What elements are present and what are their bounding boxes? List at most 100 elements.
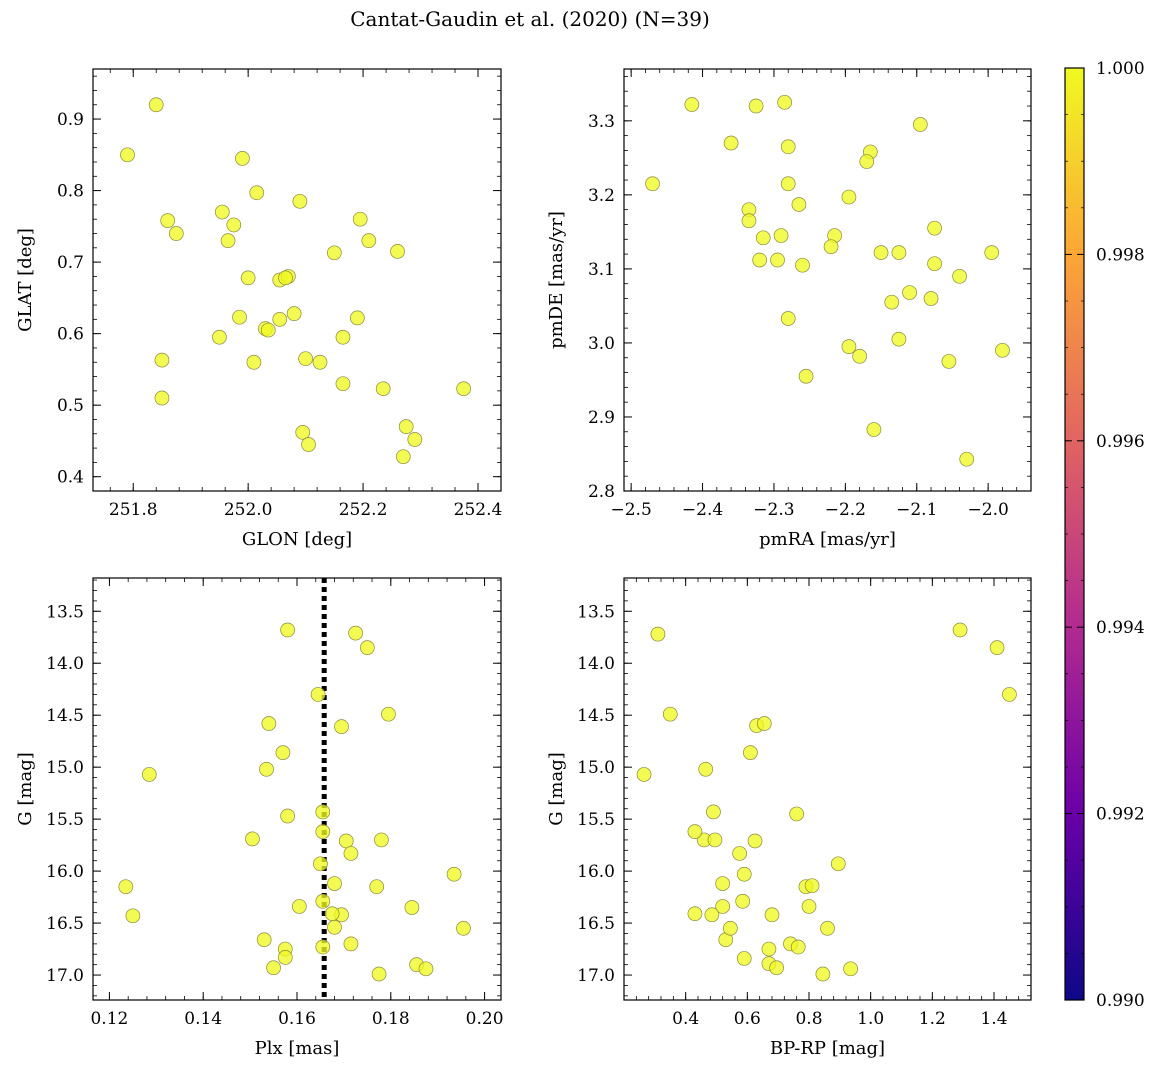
y-axis-label: pmDE [mas/yr] bbox=[546, 211, 567, 349]
x-axis: −2.5 −2.4 −2.3 −2.2 −2.1 −2.0 bbox=[610, 69, 1009, 520]
data-point bbox=[327, 876, 342, 891]
data-point bbox=[118, 879, 134, 895]
data-point bbox=[278, 270, 293, 286]
data-point bbox=[334, 719, 349, 734]
data-point bbox=[343, 936, 359, 952]
data-point bbox=[232, 309, 247, 325]
data-point bbox=[707, 832, 723, 848]
y-axis: 13.5 14.0 14.5 15.0 15.5 16.0 16.5 17.0 bbox=[46, 602, 501, 986]
colorbar-tick-label: 0.990 bbox=[1096, 991, 1145, 1011]
x-tick-label: 0.16 bbox=[278, 1009, 316, 1029]
data-point bbox=[798, 368, 814, 384]
data-point bbox=[715, 876, 731, 891]
colorbar-tick-label: 0.998 bbox=[1096, 245, 1145, 265]
x-tick-label: −2.2 bbox=[825, 500, 866, 520]
data-point bbox=[324, 906, 340, 922]
y-tick-label: 15.5 bbox=[46, 810, 84, 830]
y-tick-label: 16.5 bbox=[46, 914, 84, 934]
data-point bbox=[735, 893, 751, 909]
data-point bbox=[154, 352, 170, 368]
y-tick-label: 0.5 bbox=[57, 396, 84, 416]
data-point bbox=[764, 907, 780, 923]
y-tick-label: 15.0 bbox=[46, 758, 84, 778]
y-tick-label: 14.5 bbox=[577, 706, 615, 726]
x-tick-label: 1.2 bbox=[919, 1009, 946, 1029]
data-point bbox=[698, 761, 714, 777]
data-point bbox=[327, 245, 342, 261]
x-axis-label: BP-RP [mag] bbox=[770, 1038, 885, 1059]
data-point bbox=[315, 824, 331, 839]
data-point bbox=[148, 97, 164, 113]
data-point bbox=[261, 716, 277, 731]
data-point bbox=[141, 767, 157, 782]
data-point bbox=[280, 622, 295, 638]
data-point bbox=[884, 294, 900, 310]
data-point bbox=[755, 230, 771, 246]
data-point bbox=[791, 197, 807, 212]
data-point bbox=[841, 189, 857, 205]
data-point bbox=[852, 348, 867, 364]
data-point bbox=[407, 432, 423, 447]
data-point bbox=[989, 640, 1005, 655]
y-tick-label: 17.0 bbox=[577, 966, 615, 986]
data-point bbox=[212, 329, 227, 345]
data-point bbox=[704, 907, 720, 923]
x-axis-label: pmRA [mas/yr] bbox=[759, 529, 896, 550]
colorbar-tick-label: 0.992 bbox=[1096, 805, 1145, 825]
data-point bbox=[859, 154, 875, 169]
data-point bbox=[390, 244, 405, 259]
data-point bbox=[361, 233, 377, 249]
data-point bbox=[338, 833, 354, 849]
data-point bbox=[272, 311, 288, 327]
data-point bbox=[298, 351, 313, 367]
y-axis: 13.5 14.0 14.5 15.0 15.5 16.0 16.5 17.0 bbox=[577, 602, 1031, 986]
x-tick-label: 0.8 bbox=[795, 1009, 822, 1029]
data-point bbox=[780, 176, 796, 192]
data-point bbox=[741, 213, 757, 229]
data-point bbox=[349, 310, 365, 326]
data-point bbox=[748, 98, 764, 114]
x-tick-label: 1.4 bbox=[980, 1009, 1007, 1029]
data-point bbox=[168, 226, 184, 241]
data-point bbox=[312, 354, 328, 370]
panels: 251.8 252.0 252.2 252.4 0.4 0.5 0.6 0.7 0.8 0.9 GL… bbox=[15, 68, 1032, 1059]
data-point bbox=[804, 878, 820, 894]
data-point bbox=[902, 285, 917, 300]
colorbar-tick-label: 1.000 bbox=[1096, 59, 1145, 79]
data-point bbox=[761, 941, 777, 957]
data-point bbox=[662, 706, 678, 722]
data-point bbox=[866, 422, 882, 437]
data-point bbox=[335, 329, 351, 345]
data-point bbox=[769, 960, 784, 976]
x-tick-label: 252.4 bbox=[454, 500, 503, 520]
data-point bbox=[984, 245, 1000, 260]
x-tick-label: 0.6 bbox=[734, 1009, 761, 1029]
data-point bbox=[723, 920, 738, 936]
y-tick-label: 16.0 bbox=[577, 862, 615, 882]
axes-frame bbox=[92, 577, 502, 1001]
minor-ticks bbox=[624, 69, 1032, 492]
data-point bbox=[381, 706, 396, 722]
x-axis: 251.8 252.0 252.2 252.4 bbox=[109, 69, 502, 520]
x-axis-label: Plx [mas] bbox=[255, 1038, 340, 1059]
x-tick-label: −2.4 bbox=[682, 500, 723, 520]
data-point bbox=[823, 239, 839, 255]
colorbar-tick-label: 0.994 bbox=[1096, 618, 1145, 638]
data-point bbox=[335, 376, 351, 392]
x-tick-label: 251.8 bbox=[109, 500, 158, 520]
data-point bbox=[352, 211, 368, 227]
x-tick-label: −2.5 bbox=[610, 500, 651, 520]
y-tick-label: 17.0 bbox=[46, 966, 84, 986]
x-tick-label: 0.4 bbox=[672, 1009, 699, 1029]
data-point bbox=[446, 866, 462, 882]
data-point bbox=[795, 257, 810, 273]
y-tick-label: 13.5 bbox=[577, 602, 615, 622]
data-point bbox=[927, 220, 942, 236]
y-tick-label: 15.0 bbox=[577, 758, 615, 778]
data-point bbox=[891, 245, 907, 260]
axes-frame bbox=[92, 68, 502, 492]
data-point bbox=[891, 331, 907, 347]
y-tick-label: 3.3 bbox=[588, 112, 615, 132]
data-point bbox=[830, 856, 846, 872]
